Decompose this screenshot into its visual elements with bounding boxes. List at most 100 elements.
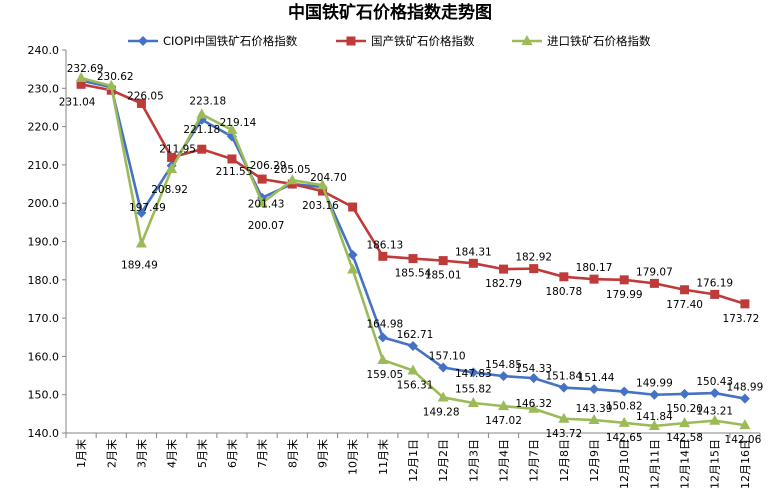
data-label: 142.65 [606,432,643,444]
data-point [499,264,509,274]
data-label: 219.14 [220,117,257,129]
data-point [468,258,478,268]
legend-label: 进口铁矿石价格指数 [547,34,651,48]
x-tick-label: 8月末 [285,439,299,468]
x-tick-label: 10月末 [346,439,360,475]
x-tick-label: 11月末 [376,439,390,475]
x-tick-label: 12月8日 [558,439,571,482]
data-label: 142.58 [666,432,703,444]
data-point [649,389,660,400]
data-label: 204.70 [310,172,347,184]
data-point [498,400,510,411]
data-point [739,393,750,404]
data-point [589,384,600,395]
data-label: 197.49 [129,202,166,214]
data-point [348,202,358,212]
x-tick-label: 12月2日 [437,439,450,482]
data-point [196,108,208,119]
y-tick-label: 220.0 [28,121,60,134]
data-label: 180.78 [545,286,582,298]
data-point [438,256,448,266]
data-point [710,289,720,299]
data-point [559,272,569,282]
data-label: 155.82 [455,383,492,395]
data-label: 208.92 [151,184,188,196]
legend-marker [346,36,356,46]
data-point [197,144,207,154]
y-tick-label: 200.0 [28,197,60,210]
x-tick-label: 5月末 [195,439,209,468]
data-label: 151.44 [578,372,615,384]
data-label: 186.13 [366,239,403,251]
y-tick-label: 230.0 [28,82,60,95]
data-point [528,373,539,384]
data-label: 143.72 [545,428,582,440]
data-label: 146.32 [515,398,552,410]
data-label: 200.07 [248,220,285,232]
data-point [709,388,720,399]
legend-label: 国产铁矿石价格指数 [371,34,475,48]
y-tick-label: 150.0 [28,389,60,402]
data-label: 201.43 [248,199,285,211]
data-point [378,251,388,261]
data-label: 149.28 [423,406,460,418]
legend-item-2: 国产铁矿石价格指数 [336,34,475,48]
data-label: 176.19 [696,277,733,289]
legend-label: CIOPI中国铁矿石价格指数 [163,34,298,48]
chart-title: 中国铁矿石价格指数走势图 [288,2,492,23]
data-label: 211.55 [216,166,253,178]
data-label: 156.31 [397,380,434,392]
data-point [740,299,750,309]
data-label: 179.99 [606,289,643,301]
data-label: 150.20 [666,403,703,415]
data-label: 223.18 [189,95,226,107]
data-label: 173.72 [723,313,760,325]
data-point [166,163,178,174]
data-point [498,371,509,382]
data-label: 177.40 [666,299,703,311]
data-point [377,332,388,343]
data-point [347,263,359,274]
data-point [619,386,630,397]
data-point [588,414,600,425]
data-point [136,207,147,218]
data-point [619,275,629,285]
x-tick-label: 12月1日 [407,439,420,482]
data-label: 143.21 [696,406,733,418]
x-tick-label: 12月3日 [467,439,480,482]
data-label: 157.10 [429,351,466,363]
data-label: 180.17 [576,262,613,274]
data-label: 162.71 [397,329,434,341]
y-tick-label: 240.0 [28,44,60,57]
data-point [437,391,449,402]
data-point [408,341,418,352]
legend-marker [521,35,533,45]
x-tick-label: 7月末 [255,439,269,468]
data-point [105,79,117,90]
data-label: 230.62 [97,71,134,83]
x-tick-label: 12月4日 [498,439,511,482]
legend-marker [138,36,148,46]
x-tick-label: 12月10日 [618,439,631,489]
data-point [316,179,328,190]
data-label: 185.01 [425,270,462,282]
data-label: 150.82 [606,401,643,413]
data-label: 182.79 [485,278,522,290]
x-tick-label: 12月15日 [709,439,722,489]
data-label: 154.33 [515,363,552,375]
data-point [679,388,690,399]
data-label: 205.05 [274,164,311,176]
x-tick-label: 12月7日 [528,439,541,482]
data-label: 211.95 [159,143,196,155]
data-point [468,367,479,378]
data-point [75,71,87,82]
data-point [558,412,570,423]
data-label: 148.99 [727,382,764,394]
series-layer [75,71,751,430]
data-point [257,174,267,184]
data-point [135,237,147,248]
data-label: 185.54 [395,268,432,280]
x-tick-label: 1月末 [74,439,88,468]
data-label: 221.18 [183,124,220,136]
data-point [709,414,721,425]
